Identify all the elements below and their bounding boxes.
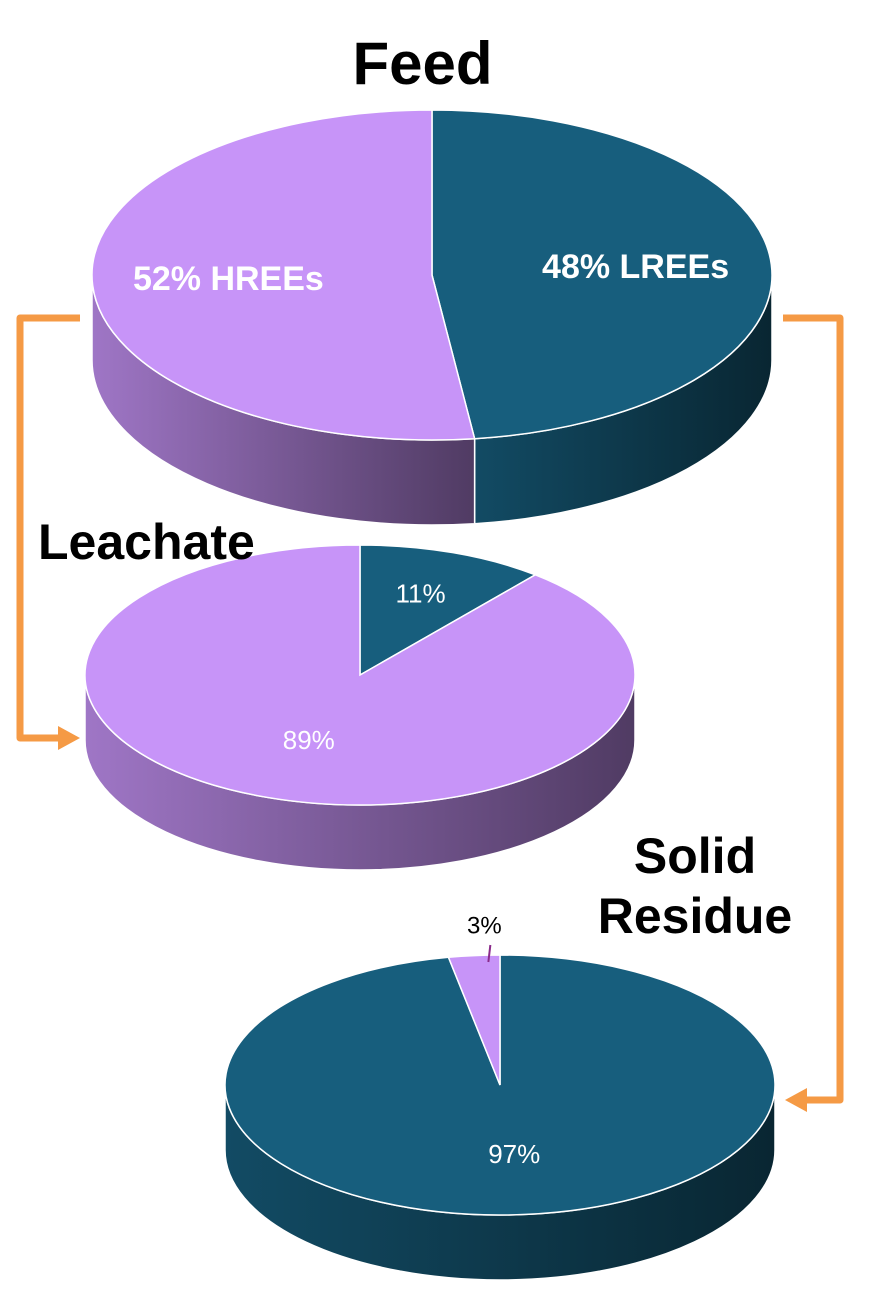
data-label: 11%: [395, 578, 445, 608]
chart-title: Feed: [352, 30, 493, 97]
pie-slice: [84, 544, 636, 806]
flow-arrows: [16, 314, 844, 1104]
pie: 97% 3%: [224, 912, 776, 1281]
pie-slice: [91, 109, 476, 441]
pie-slice: [359, 544, 538, 677]
data-label: 52% HREEs: [133, 260, 324, 298]
arrow-head: [785, 1088, 807, 1112]
arrow-to-leachate: [16, 314, 80, 742]
leader-line: [487, 944, 492, 963]
chart-title: Leachate: [38, 514, 255, 570]
arrow-head: [58, 726, 80, 750]
arrow-to-residue: [783, 314, 844, 1104]
pie: 11% 89%: [84, 544, 636, 871]
data-label: 89%: [283, 725, 335, 755]
chart-title: Solid Residue: [597, 828, 793, 944]
data-label: 97%: [488, 1139, 540, 1169]
data-label: 48% LREEs: [542, 248, 729, 286]
pie-slice: [431, 109, 773, 440]
pie: 48% LREEs 52% HREEs: [91, 109, 773, 526]
data-label: 3%: [467, 912, 502, 939]
pie-slice: [447, 954, 501, 1086]
